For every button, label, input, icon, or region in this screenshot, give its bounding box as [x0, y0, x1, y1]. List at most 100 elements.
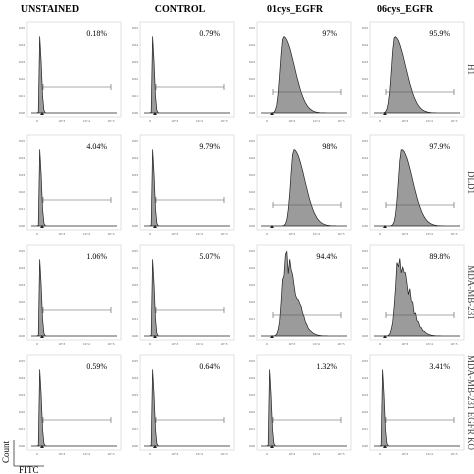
- histogram-panel: 0.00 0.01 0.02 0.03 0.04 0.05 0 10^3 10^4 10^5 4.0…: [19, 134, 122, 236]
- column-header: 06cys_EGFR: [377, 4, 434, 15]
- y-tick-label: 0.05: [132, 359, 138, 363]
- row-group: DLD1 0.00 0.01 0.02 0.03 0.04 0.05 0 10^3 10^4 10^…: [19, 134, 474, 236]
- x-tick-label: 10^3: [58, 119, 65, 123]
- y-tick-label: 0.00: [362, 111, 368, 115]
- x-tick-label: 0: [36, 342, 38, 346]
- x-tick-label: 10^3: [401, 452, 408, 456]
- x-tick-label: 10^3: [401, 232, 408, 236]
- gate-percent-label: 0.18%: [86, 29, 107, 38]
- gate-percent-label: 5.07%: [199, 252, 220, 261]
- gate-percent-label: 1.06%: [86, 252, 107, 261]
- y-tick-label: 0.05: [132, 139, 138, 143]
- row-label: MDA-MB-231 EGFR KO: [466, 355, 474, 451]
- gate-percent-label: 3.41%: [429, 362, 450, 371]
- x-tick-label: 10^5: [451, 119, 458, 123]
- y-tick-label: 0.02: [132, 300, 138, 304]
- x-tick-label: 10^5: [221, 232, 228, 236]
- x-tick-label: 10^5: [451, 232, 458, 236]
- histogram-peak: [31, 259, 117, 337]
- histogram-peak: [144, 259, 230, 337]
- y-tick-label: 0.04: [19, 156, 25, 160]
- histogram-panel: 0.00 0.01 0.02 0.03 0.04 0.05 0 10^3 10^4 10^5 98%: [249, 134, 352, 236]
- baseline-marker: [40, 112, 44, 115]
- y-tick-label: 0.00: [19, 224, 25, 228]
- y-axis-label: Count: [1, 441, 11, 464]
- baseline-marker: [40, 445, 44, 448]
- y-tick-label: 0.01: [19, 207, 25, 211]
- x-tick-label: 0: [266, 232, 268, 236]
- y-tick-label: 0.00: [19, 111, 25, 115]
- gate-percent-label: 1.32%: [316, 362, 337, 371]
- panel-frame: [26, 134, 122, 231]
- baseline-marker: [153, 112, 157, 115]
- y-tick-label: 0.02: [362, 190, 368, 194]
- gate-percent-label: 0.79%: [199, 29, 220, 38]
- y-tick-label: 0.01: [249, 94, 255, 98]
- x-tick-label: 0: [149, 232, 151, 236]
- y-tick-label: 0.05: [132, 249, 138, 253]
- y-tick-label: 0.05: [249, 359, 255, 363]
- x-tick-label: 10^4: [313, 232, 320, 236]
- y-tick-label: 0.04: [362, 266, 368, 270]
- x-tick-label: 0: [379, 119, 381, 123]
- histogram-peak: [144, 149, 230, 227]
- panel-frame: [369, 354, 465, 451]
- y-tick-label: 0.01: [132, 427, 138, 431]
- y-tick-label: 0.03: [249, 393, 255, 397]
- y-tick-label: 0.05: [19, 359, 25, 363]
- panel-frame: [139, 354, 235, 451]
- column-header: CONTROL: [155, 4, 206, 15]
- histogram-peak: [144, 36, 230, 114]
- x-tick-label: 10^4: [196, 232, 203, 236]
- histogram-panel: 0.00 0.01 0.02 0.03 0.04 0.05 0 10^3 10^4 10^5 1.3…: [249, 354, 352, 456]
- y-tick-label: 0.02: [362, 410, 368, 414]
- x-tick-label: 10^5: [221, 342, 228, 346]
- gate-percent-label: 4.04%: [86, 142, 107, 151]
- y-tick-label: 0.01: [19, 94, 25, 98]
- y-tick-label: 0.04: [19, 266, 25, 270]
- panel-frame: [369, 244, 465, 341]
- baseline-marker: [40, 335, 44, 338]
- histogram-peak: [31, 36, 117, 114]
- y-tick-label: 0.05: [19, 249, 25, 253]
- y-tick-label: 0.00: [132, 224, 138, 228]
- histogram-peak: [374, 369, 460, 447]
- x-tick-label: 10^5: [221, 452, 228, 456]
- histogram-panel: 0.00 0.01 0.02 0.03 0.04 0.05 0 10^3 10^4 10^5 0.1…: [19, 21, 122, 123]
- histogram-panel: 0.00 0.01 0.02 0.03 0.04 0.05 0 10^3 10^4 10^5 95.…: [362, 21, 465, 123]
- x-tick-label: 10^3: [171, 342, 178, 346]
- y-tick-label: 0.00: [249, 111, 255, 115]
- y-tick-label: 0.01: [362, 207, 368, 211]
- y-tick-label: 0.05: [362, 359, 368, 363]
- y-tick-label: 0.04: [19, 376, 25, 380]
- y-tick-label: 0.01: [362, 317, 368, 321]
- x-tick-label: 0: [149, 342, 151, 346]
- x-tick-label: 10^3: [401, 342, 408, 346]
- y-tick-label: 0.05: [132, 26, 138, 30]
- x-tick-label: 10^3: [288, 232, 295, 236]
- histogram-peak: [144, 369, 230, 447]
- y-tick-label: 0.03: [362, 60, 368, 64]
- x-tick-label: 10^4: [83, 119, 90, 123]
- gate-percent-label: 95.9%: [429, 29, 450, 38]
- x-tick-label: 10^4: [196, 342, 203, 346]
- x-tick-label: 10^4: [313, 119, 320, 123]
- y-tick-label: 0.00: [19, 444, 25, 448]
- histogram-panel: 0.00 0.01 0.02 0.03 0.04 0.05 0 10^3 10^4 10^5 1.0…: [19, 244, 122, 346]
- x-tick-label: 0: [149, 452, 151, 456]
- panel-frame: [26, 354, 122, 451]
- y-tick-label: 0.02: [249, 190, 255, 194]
- x-tick-label: 0: [36, 452, 38, 456]
- x-tick-label: 10^5: [108, 119, 115, 123]
- y-tick-label: 0.02: [132, 410, 138, 414]
- y-tick-label: 0.00: [362, 444, 368, 448]
- panel-frame: [139, 134, 235, 231]
- x-tick-label: 0: [149, 119, 151, 123]
- y-tick-label: 0.03: [19, 60, 25, 64]
- y-tick-label: 0.03: [362, 173, 368, 177]
- histogram-peak: [31, 369, 117, 447]
- row-label: DLD1: [466, 171, 474, 194]
- y-tick-label: 0.00: [362, 224, 368, 228]
- y-tick-label: 0.05: [19, 139, 25, 143]
- row-group: MDA-MB-231 0.00 0.01 0.02 0.03 0.04 0.05 0 10^3 1…: [19, 244, 474, 346]
